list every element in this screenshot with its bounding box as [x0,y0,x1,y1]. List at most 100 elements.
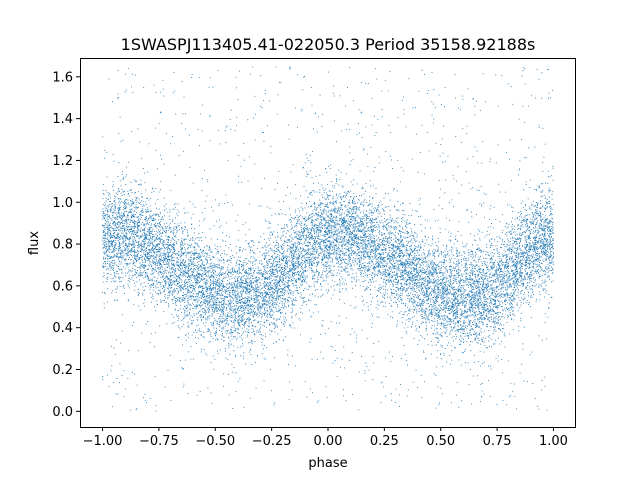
data-point [267,245,269,246]
data-point [488,346,490,347]
data-point [336,284,338,286]
data-point [225,318,227,320]
data-point [333,120,335,122]
data-point [175,263,177,265]
data-point [211,402,213,404]
data-point [119,268,121,270]
data-point [479,312,481,314]
data-point [533,265,535,267]
data-point [134,373,135,375]
data-point [420,292,422,294]
data-point [294,280,296,282]
data-point [430,281,432,283]
data-point [182,150,184,152]
data-point [493,317,495,319]
data-point [506,238,508,240]
data-point [394,267,396,269]
data-point [424,283,426,284]
data-point [354,242,356,244]
data-point [266,294,267,295]
data-point [346,259,348,260]
data-point [342,389,344,390]
data-point [332,249,334,251]
data-point [362,229,364,231]
data-point [290,325,292,327]
data-point [227,273,229,275]
data-point [140,282,142,284]
data-point [524,254,526,256]
data-point [177,275,179,277]
data-point [324,247,326,249]
data-point [479,239,481,241]
data-point [254,301,256,303]
data-point [499,295,501,296]
data-point [354,234,356,236]
data-point [318,242,319,244]
data-point [477,273,479,275]
data-point [185,315,187,317]
data-point [151,267,153,269]
data-point [223,336,225,338]
data-point [495,245,497,247]
data-point [402,219,404,221]
data-point [375,187,377,189]
data-point [214,317,215,319]
data-point [201,178,203,179]
data-point [391,275,393,277]
data-point [331,236,333,238]
data-point [475,252,476,254]
data-point [388,218,390,220]
data-point [254,284,256,286]
data-point [473,279,475,281]
data-point [483,361,485,363]
data-point [349,258,351,260]
data-point [488,320,490,322]
data-point [372,245,374,246]
data-point [489,247,491,248]
data-point [280,227,282,229]
data-point [444,283,446,285]
data-point [386,269,388,271]
data-point [333,270,335,272]
data-point [224,331,226,333]
data-point [362,234,364,236]
data-point [115,206,116,208]
data-point [543,289,545,290]
data-point [352,215,353,217]
data-point [102,379,104,381]
data-point [334,206,336,208]
data-point [350,208,351,209]
data-point [252,265,254,266]
data-point [506,294,508,296]
data-point [443,317,445,319]
data-point [184,285,186,287]
data-point [219,319,221,321]
data-point [257,330,259,332]
data-point [211,310,213,312]
data-point [438,316,439,318]
data-point [196,265,198,267]
data-point [340,240,342,242]
data-point [349,230,351,232]
data-point [259,272,261,274]
data-point [230,109,232,111]
data-point [415,264,417,266]
data-point [269,289,270,290]
data-point [248,293,250,295]
data-point [525,287,527,289]
data-point [495,322,497,324]
data-point [506,286,508,288]
data-point [251,286,253,288]
data-point [141,272,143,274]
data-point [219,310,221,312]
data-point [319,231,321,233]
data-point [482,317,484,319]
data-point [322,227,323,229]
data-point [136,207,138,209]
data-point [430,263,431,265]
data-point [537,241,539,243]
data-point [285,232,287,234]
data-point [168,215,170,217]
data-point [355,272,357,274]
data-point [138,224,139,226]
